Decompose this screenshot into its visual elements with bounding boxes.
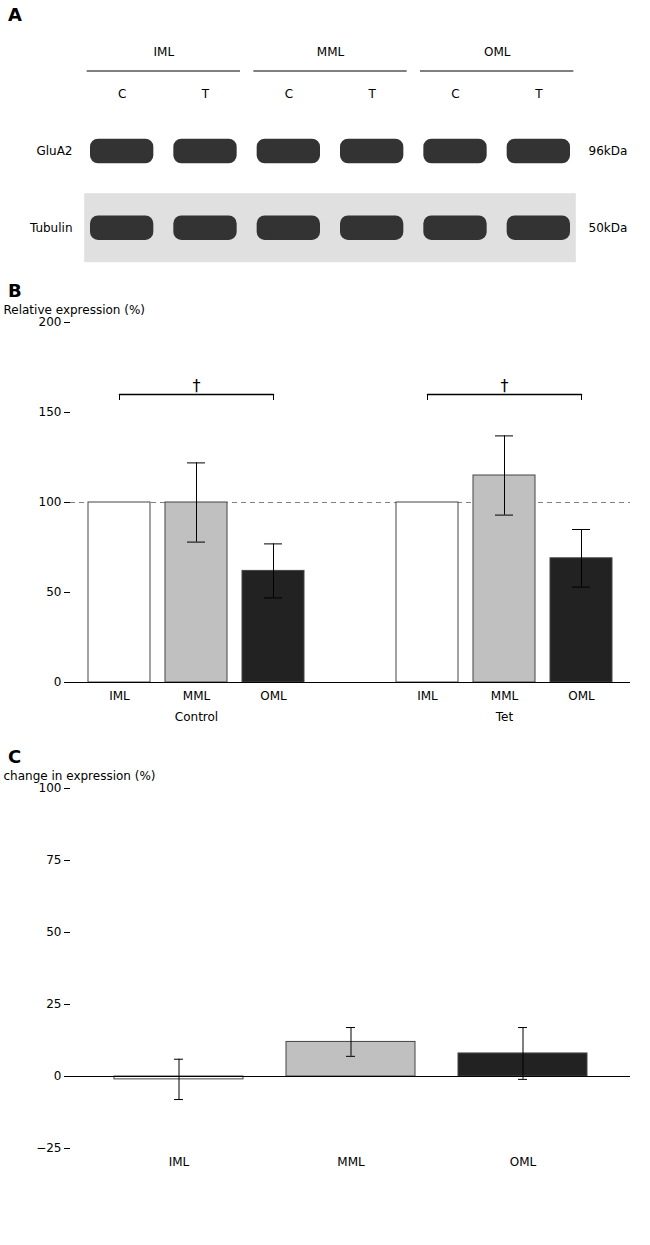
svg-text:Tet: Tet [495, 710, 514, 724]
svg-text:GluA2: GluA2 [36, 144, 72, 158]
svg-text:C: C [285, 87, 293, 101]
svg-text:50: 50 [46, 585, 61, 599]
svg-text:†: † [193, 376, 201, 395]
svg-text:Control: Control [175, 710, 218, 724]
svg-text:T: T [367, 87, 376, 101]
svg-text:96kDa: 96kDa [589, 144, 628, 158]
svg-text:C: C [118, 87, 126, 101]
svg-text:T: T [201, 87, 210, 101]
svg-text:MML: MML [317, 45, 345, 59]
svg-text:T: T [534, 87, 543, 101]
svg-text:50: 50 [46, 925, 61, 939]
svg-text:†: † [501, 376, 509, 395]
svg-text:C: C [451, 87, 459, 101]
svg-text:75: 75 [46, 853, 61, 867]
svg-text:OML: OML [484, 45, 511, 59]
svg-text:IML: IML [109, 689, 130, 703]
svg-text:0: 0 [54, 1069, 62, 1083]
svg-text:−25: −25 [36, 1141, 61, 1155]
svg-text:MML: MML [491, 689, 519, 703]
svg-text:IML: IML [154, 45, 175, 59]
svg-text:OML: OML [568, 689, 595, 703]
svg-text:25: 25 [46, 997, 61, 1011]
svg-text:50kDa: 50kDa [589, 221, 628, 235]
svg-text:OML: OML [510, 1155, 537, 1169]
svg-text:IML: IML [417, 689, 438, 703]
svg-text:change in expression (%): change in expression (%) [4, 769, 156, 783]
svg-text:Tubulin: Tubulin [29, 221, 73, 235]
svg-text:OML: OML [260, 689, 287, 703]
svg-text:150: 150 [39, 405, 62, 419]
html-text:C: C [8, 746, 22, 767]
svg-text:100: 100 [39, 781, 62, 795]
svg-text:Relative expression (%): Relative expression (%) [4, 303, 146, 317]
html-text:A: A [8, 4, 22, 25]
svg-text:IML: IML [169, 1155, 190, 1169]
svg-text:MML: MML [337, 1155, 365, 1169]
svg-text:200: 200 [39, 315, 62, 329]
svg-text:MML: MML [183, 689, 211, 703]
svg-text:0: 0 [54, 675, 62, 689]
svg-text:100: 100 [39, 495, 62, 509]
html-text:B: B [8, 280, 22, 301]
